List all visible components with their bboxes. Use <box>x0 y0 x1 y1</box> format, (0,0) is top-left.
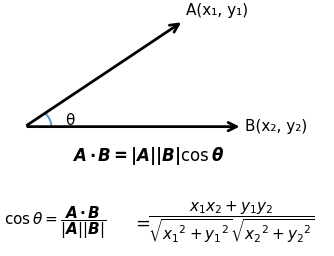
Text: B(x₂, y₂): B(x₂, y₂) <box>245 119 308 134</box>
Text: θ: θ <box>65 113 74 128</box>
Text: $\cos\theta = \dfrac{\boldsymbol{A \cdot B}}{|\boldsymbol{A}||\boldsymbol{B}|}$: $\cos\theta = \dfrac{\boldsymbol{A \cdot… <box>4 204 107 241</box>
Text: A(x₁, y₁): A(x₁, y₁) <box>186 3 248 18</box>
Text: $\dfrac{x_1 x_2 + y_1 y_2}{\sqrt{{x_1}^2 + {y_1}^2}\sqrt{{x_2}^2 + {y_2}^2}}$: $\dfrac{x_1 x_2 + y_1 y_2}{\sqrt{{x_1}^2… <box>148 200 315 245</box>
Text: $=$: $=$ <box>132 214 151 232</box>
Text: $\boldsymbol{A \cdot B = |A||B|\cos\theta}$: $\boldsymbol{A \cdot B = |A||B|\cos\thet… <box>72 145 224 167</box>
